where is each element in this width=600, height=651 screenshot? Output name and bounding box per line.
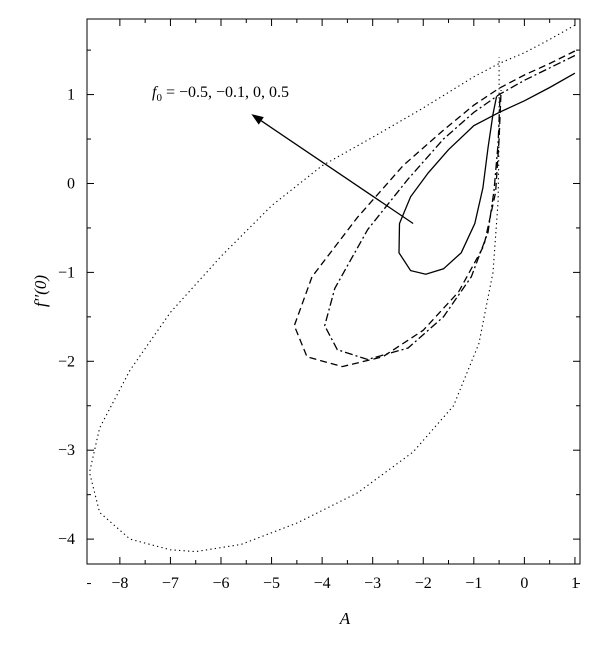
x-tick-label: 0: [520, 575, 528, 592]
ticks-layer: −8 −7 −6 −5 −4 −3 −2 −1 0 1 −4 −3 −2 −1 0 1: [58, 19, 580, 592]
y-tick-label: 0: [67, 175, 75, 192]
annotation: f0 = −0.5, −0.1, 0, 0.5: [152, 84, 414, 225]
annotation-f: f: [152, 84, 159, 101]
series-line-solid: [398, 72, 576, 275]
y-tick-label: −3: [58, 442, 75, 459]
x-tick-label: −5: [263, 575, 280, 592]
series-line-dashed: [293, 50, 576, 368]
annotation-arrow-head: [251, 114, 264, 125]
x-tick-label: −6: [212, 575, 229, 592]
y-tick-label: −4: [58, 531, 75, 548]
x-tick-label: 1: [571, 575, 579, 592]
y-axis-title: f′′(0): [31, 275, 50, 307]
series-line-dotted: [88, 24, 576, 553]
plot-frame: [86, 18, 581, 565]
x-tick-label: −3: [364, 575, 381, 592]
annotation-sub: 0: [156, 92, 162, 104]
y-tick-label: −1: [58, 264, 75, 281]
annotation-values: = −0.5, −0.1, 0, 0.5: [162, 84, 289, 101]
x-tick-label: −1: [465, 575, 482, 592]
annotation-arrow: [260, 120, 414, 225]
annotation-label: f0 = −0.5, −0.1, 0, 0.5: [152, 84, 289, 104]
x-tick-label: −8: [111, 575, 128, 592]
x-tick-label: −2: [415, 575, 432, 592]
y-tick-label: −2: [58, 353, 75, 370]
y-tick-label: 1: [67, 87, 75, 104]
x-tick-label: −4: [314, 575, 331, 592]
x-tick-label: −7: [162, 575, 179, 592]
x-axis-title: A: [339, 609, 351, 628]
series-line-dashdot: [324, 54, 576, 361]
series-layer: [88, 24, 576, 553]
